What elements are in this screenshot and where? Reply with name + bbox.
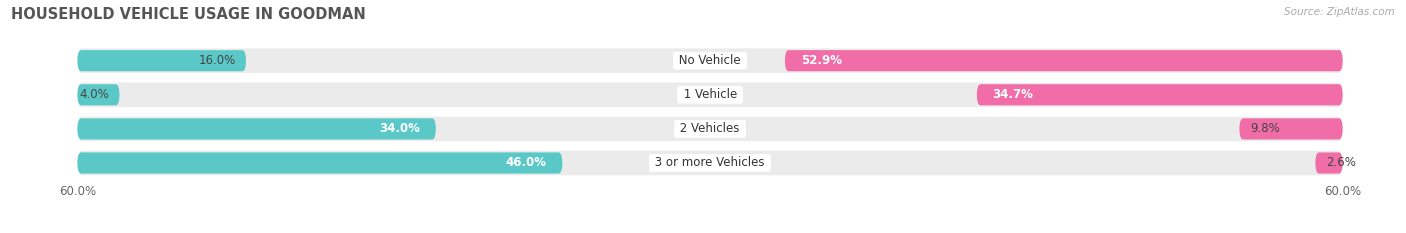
Text: 46.0%: 46.0% [506, 157, 547, 169]
Text: HOUSEHOLD VEHICLE USAGE IN GOODMAN: HOUSEHOLD VEHICLE USAGE IN GOODMAN [11, 7, 366, 22]
Text: 3 or more Vehicles: 3 or more Vehicles [651, 157, 769, 169]
FancyBboxPatch shape [77, 50, 246, 71]
FancyBboxPatch shape [77, 118, 436, 140]
Text: 34.0%: 34.0% [380, 122, 420, 135]
FancyBboxPatch shape [77, 116, 1343, 142]
FancyBboxPatch shape [785, 50, 1343, 71]
Text: 16.0%: 16.0% [198, 54, 236, 67]
Text: 2 Vehicles: 2 Vehicles [676, 122, 744, 135]
FancyBboxPatch shape [977, 84, 1343, 105]
FancyBboxPatch shape [77, 84, 120, 105]
FancyBboxPatch shape [77, 82, 1343, 108]
Text: Source: ZipAtlas.com: Source: ZipAtlas.com [1284, 7, 1395, 17]
Text: No Vehicle: No Vehicle [675, 54, 745, 67]
Text: 2.6%: 2.6% [1326, 157, 1355, 169]
FancyBboxPatch shape [1240, 118, 1343, 140]
Text: 34.7%: 34.7% [993, 88, 1033, 101]
Text: 4.0%: 4.0% [79, 88, 110, 101]
FancyBboxPatch shape [77, 150, 1343, 176]
FancyBboxPatch shape [77, 47, 1343, 74]
Text: 1 Vehicle: 1 Vehicle [679, 88, 741, 101]
Text: 9.8%: 9.8% [1250, 122, 1279, 135]
FancyBboxPatch shape [77, 152, 562, 174]
Text: 52.9%: 52.9% [801, 54, 842, 67]
FancyBboxPatch shape [1316, 152, 1343, 174]
